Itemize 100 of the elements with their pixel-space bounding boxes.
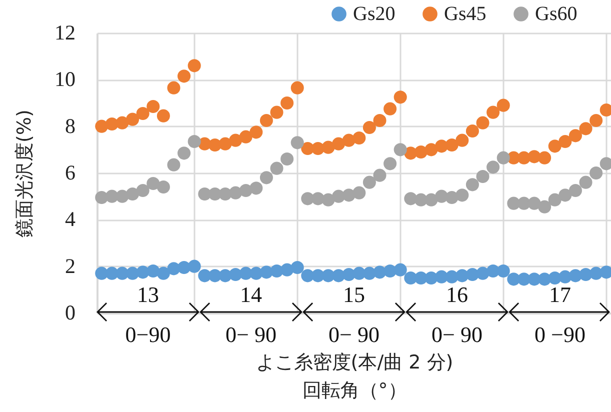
point: [156, 180, 170, 194]
point: [136, 106, 150, 120]
annotation: 14: [240, 282, 262, 307]
point: [250, 182, 263, 195]
point: [280, 263, 294, 276]
y-tick-label: 0: [65, 300, 76, 324]
point: [590, 166, 603, 180]
point: [476, 170, 490, 184]
point: [188, 134, 201, 148]
point: [568, 129, 582, 142]
point: [260, 171, 273, 184]
x-axis-title: よこ糸密度(本/曲 2 分) 回転角（°）: [256, 352, 454, 402]
point: [362, 120, 376, 134]
point: [229, 134, 242, 147]
point: [394, 90, 407, 104]
point: [579, 176, 592, 189]
point: [332, 137, 346, 150]
point: [126, 112, 140, 126]
point: [116, 116, 129, 130]
y-tick-label: 10: [54, 67, 76, 92]
point: [373, 114, 386, 128]
point: [558, 134, 572, 148]
point: [538, 151, 552, 164]
point: [146, 264, 160, 278]
point: [384, 102, 397, 116]
point: [568, 184, 582, 198]
point: [496, 264, 510, 278]
point: [466, 178, 479, 192]
point: [322, 140, 335, 154]
point: [167, 158, 180, 172]
point: [548, 140, 562, 153]
point: [156, 266, 170, 280]
point: [466, 124, 479, 138]
point: [136, 184, 150, 198]
point: [445, 138, 458, 152]
point: [218, 137, 232, 150]
annotation: 17: [549, 282, 572, 307]
legend-label: Gs60: [535, 3, 578, 25]
point: [579, 122, 592, 136]
point: [146, 176, 160, 190]
text: 0 −90: [534, 322, 586, 347]
point: [229, 186, 242, 200]
text: 0−90: [125, 322, 171, 347]
legend-label: Gs20: [353, 3, 396, 25]
y-tick-label: 2: [65, 254, 76, 278]
point: [538, 200, 552, 214]
point: [528, 196, 541, 210]
point: [496, 98, 510, 112]
y-axis-title: 鏡面光沢度(%): [14, 110, 36, 238]
point: [476, 116, 490, 130]
y-tick-label: 8: [65, 114, 76, 138]
point: [290, 81, 304, 94]
point: [486, 160, 500, 174]
point: [322, 193, 335, 206]
point: [156, 109, 170, 122]
point: [270, 106, 284, 119]
point: [352, 186, 366, 200]
point: [178, 70, 191, 83]
y-tick-label: 6: [65, 160, 76, 184]
point: [558, 188, 572, 202]
point: [239, 130, 252, 144]
point: [280, 152, 294, 166]
point: [188, 260, 201, 273]
point: [568, 269, 582, 282]
point: [548, 193, 562, 206]
point: [290, 136, 304, 150]
point: [342, 188, 356, 202]
point: [486, 106, 500, 119]
point: [384, 157, 397, 170]
point: [394, 263, 407, 276]
point: [394, 143, 407, 156]
point: [590, 114, 603, 128]
point: [424, 143, 438, 156]
point: [414, 145, 428, 159]
point: [126, 187, 140, 201]
point: [290, 260, 304, 274]
point: [260, 114, 273, 128]
legend-label: Gs45: [444, 3, 486, 25]
point: [280, 96, 294, 110]
point: [188, 59, 201, 72]
point: [456, 188, 469, 202]
point: [373, 168, 386, 182]
point: [362, 176, 376, 189]
text: 0− 90: [432, 322, 482, 347]
point: [95, 120, 108, 133]
y-tick-label: 12: [54, 20, 76, 44]
point: [496, 151, 510, 164]
point: [424, 193, 438, 206]
y-tick-label: 4: [65, 207, 76, 232]
point: [167, 81, 180, 94]
annotation: 16: [446, 282, 468, 307]
annotation: 15: [343, 282, 365, 307]
point: [95, 190, 108, 204]
point: [146, 100, 160, 114]
point: [456, 134, 469, 147]
point: [270, 162, 284, 175]
annotation: 13: [136, 282, 159, 307]
text: 0− 90: [226, 322, 276, 347]
point: [178, 146, 191, 160]
text: 0− 90: [328, 322, 380, 347]
